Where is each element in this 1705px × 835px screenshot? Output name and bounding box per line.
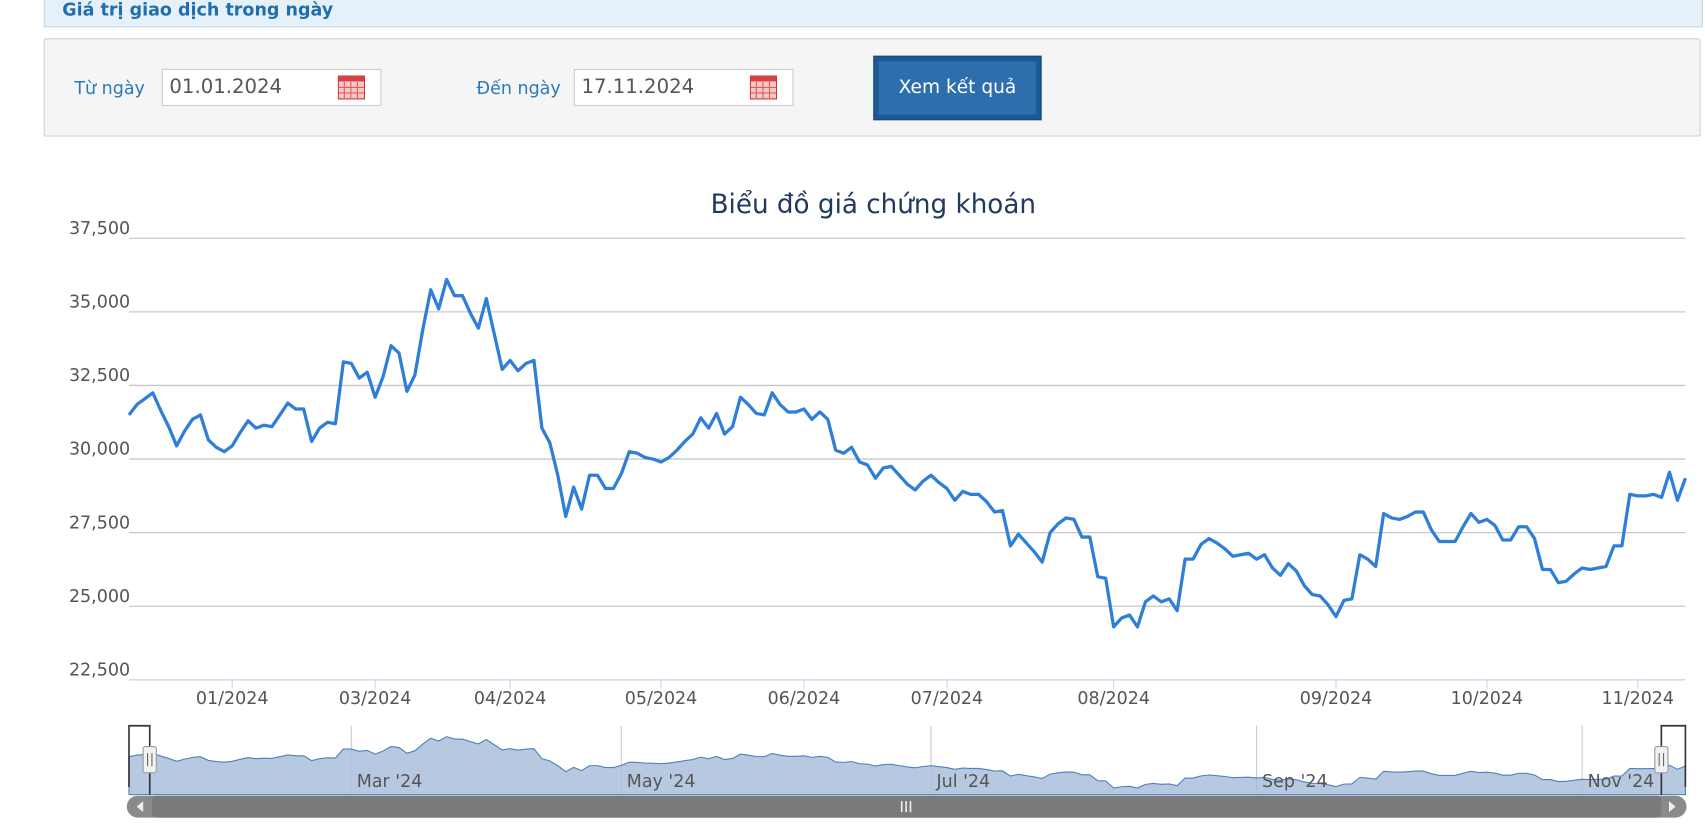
submit-button[interactable]: Xem kết quả <box>873 55 1042 121</box>
y-tick-label: 37,500 <box>69 219 130 239</box>
chart-title: Biểu đồ giá chứng khoán <box>711 189 1036 220</box>
x-tick-label: 01/2024 <box>196 689 269 709</box>
x-tick-label: 05/2024 <box>625 689 698 709</box>
header-bar: Giá trị giao dịch trong ngày <box>43 0 1703 28</box>
x-tick-label: 09/2024 <box>1300 689 1373 709</box>
price-line <box>127 277 1687 629</box>
navigator-label: May '24 <box>627 772 696 792</box>
navigator-label: Mar '24 <box>357 772 423 792</box>
date-form: Từ ngày 01.01.2024 Đến ngày 17.11.2024 X… <box>43 38 1701 137</box>
navigator-handle[interactable] <box>142 745 157 774</box>
y-tick-label: 27,500 <box>69 513 130 533</box>
handle-grip <box>147 753 153 767</box>
x-tick-label: 08/2024 <box>1077 689 1150 709</box>
y-tick-label: 30,000 <box>69 440 130 460</box>
to-value: 17.11.2024 <box>581 75 695 99</box>
x-tick-label: 06/2024 <box>768 689 841 709</box>
navigator-label: Sep '24 <box>1262 772 1328 792</box>
navigator-label: Nov '24 <box>1588 772 1655 792</box>
handle-grip <box>1658 753 1665 767</box>
y-tick-label: 32,500 <box>69 366 130 386</box>
from-label: Từ ngày <box>74 77 145 99</box>
x-tick-label: 04/2024 <box>474 689 547 709</box>
to-label: Đến ngày <box>476 77 561 99</box>
scrollbar-grip <box>900 801 912 813</box>
navigator-handle[interactable] <box>1654 745 1669 774</box>
navigator-label: Jul '24 <box>935 772 990 792</box>
x-tick-label: 11/2024 <box>1601 689 1674 709</box>
calendar-icon[interactable] <box>749 75 778 100</box>
scroll-right[interactable] <box>1669 801 1676 813</box>
y-tick-label: 25,000 <box>69 587 130 607</box>
button-label: Xem kết quả <box>878 61 1037 115</box>
to-input[interactable]: 17.11.2024 <box>573 68 794 107</box>
x-tick-label: 03/2024 <box>339 689 412 709</box>
scroll-left[interactable] <box>136 801 144 813</box>
x-tick-label: 10/2024 <box>1451 689 1524 709</box>
from-input[interactable]: 01.01.2024 <box>161 68 382 107</box>
navigator-area <box>128 736 1686 796</box>
y-tick-label: 35,000 <box>69 292 130 312</box>
y-tick-label: 22,500 <box>69 660 130 680</box>
from-value: 01.01.2024 <box>169 75 283 99</box>
header-title: Giá trị giao dịch trong ngày <box>62 0 334 20</box>
x-tick-label: 07/2024 <box>911 689 984 709</box>
calendar-icon[interactable] <box>337 75 366 100</box>
